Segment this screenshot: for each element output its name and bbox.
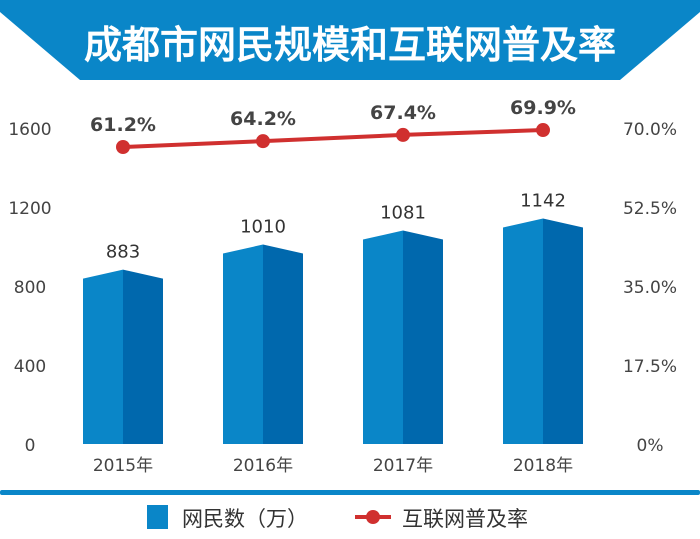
bar-value-label: 1081 (380, 203, 426, 224)
left-tick-label: 0 (25, 436, 36, 456)
chart-title: 成都市网民规模和互联网普及率 (84, 23, 616, 67)
left-tick-label: 1600 (8, 120, 51, 140)
legend-bar-label: 网民数（万） (182, 507, 308, 531)
rate-point (396, 127, 410, 142)
left-tick-label: 1200 (8, 199, 51, 219)
bar-front-left (83, 269, 123, 444)
right-tick-label: 52.5% (623, 199, 677, 219)
bar-value-label: 1142 (520, 190, 566, 211)
left-tick-label: 400 (14, 357, 46, 377)
x-tick-label: 2016年 (233, 456, 293, 476)
bar-front-right (543, 218, 583, 444)
rate-value-label: 67.4% (370, 102, 436, 124)
rate-point (256, 134, 270, 149)
rate-line (122, 128, 544, 149)
x-tick-label: 2015年 (93, 456, 153, 476)
bar-front-left (503, 218, 543, 444)
right-tick-label: 17.5% (623, 357, 677, 377)
divider-line (0, 490, 700, 495)
legend-line-label: 互联网普及率 (402, 507, 528, 531)
right-tick-label: 0% (637, 436, 664, 456)
bar-front-right (263, 244, 303, 444)
bar-value-label: 883 (106, 242, 140, 263)
bar-value-label: 1010 (240, 217, 286, 238)
legend-line-marker (366, 510, 380, 524)
bar-front-left (223, 244, 263, 444)
x-tick-label: 2018年 (513, 456, 573, 476)
left-tick-label: 800 (14, 278, 46, 298)
bar-front-right (403, 230, 443, 444)
x-tick-label: 2017年 (373, 456, 433, 476)
rate-point (116, 140, 130, 154)
bar-front-left (363, 230, 403, 444)
bar-front-right (123, 269, 163, 444)
rate-value-label: 64.2% (230, 108, 296, 130)
title-banner (0, 0, 700, 80)
right-tick-label: 70.0% (623, 120, 677, 140)
right-tick-label: 35.0% (623, 278, 677, 298)
legend-bar-swatch (147, 505, 168, 529)
rate-value-label: 69.9% (510, 97, 576, 119)
rate-value-label: 61.2% (90, 114, 156, 136)
rate-point (536, 123, 550, 138)
